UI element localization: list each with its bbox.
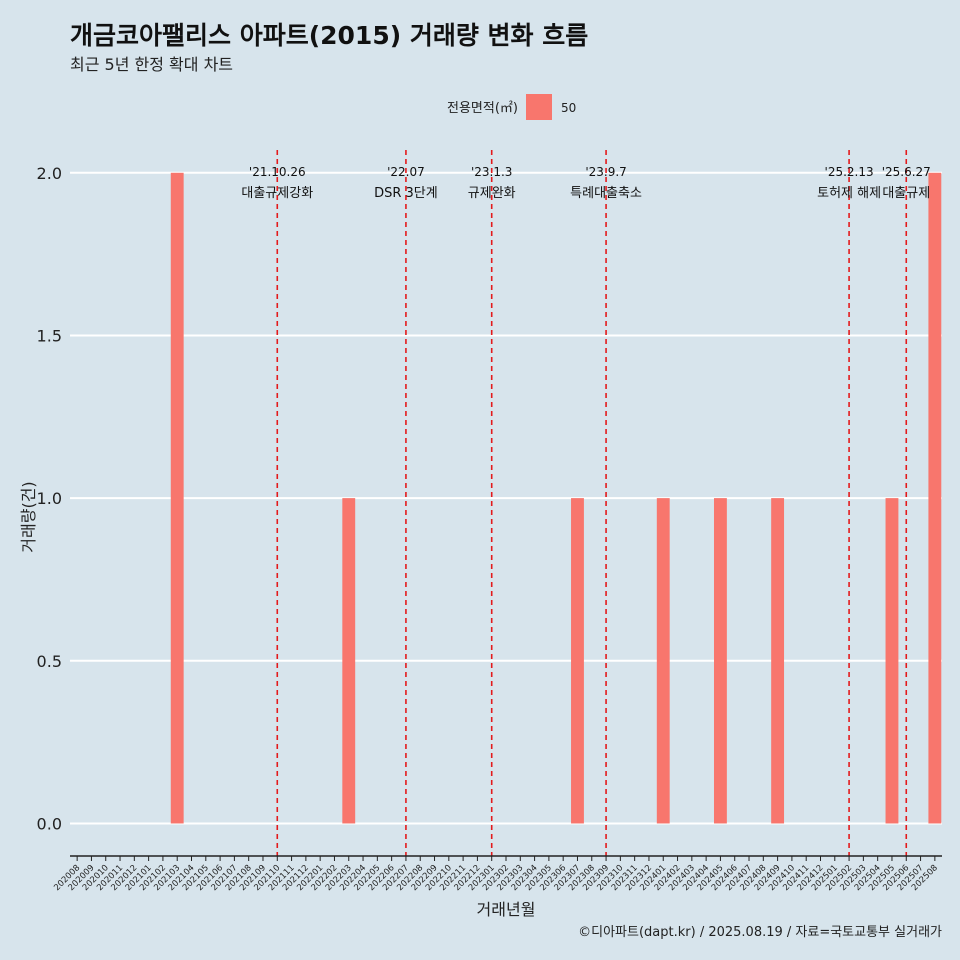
annotation-date: '25.2.13 (825, 165, 874, 179)
x-axis-label: 거래년월 (477, 900, 536, 919)
y-axis-label: 거래량(건) (19, 481, 38, 552)
bar (170, 172, 184, 824)
annotation-date: '22.07 (387, 165, 425, 179)
bar (571, 498, 584, 824)
x-axis: 2020082020092020102020112020122021012021… (52, 855, 942, 893)
y-tick-label: 0.5 (37, 652, 62, 671)
annotation-label: 토허제 해제 (817, 186, 881, 201)
chart-title: 개금코아팰리스 아파트(2015) 거래량 변화 흐름 (70, 21, 588, 50)
legend-swatch (526, 94, 552, 120)
y-tick-label: 1.5 (37, 326, 62, 345)
bar (342, 498, 356, 824)
y-tick-label: 0.0 (37, 814, 62, 833)
bar (713, 498, 727, 824)
annotation-label: DSR 3단계 (374, 186, 438, 201)
caption: ©디아파트(dapt.kr) / 2025.08.19 / 자료=국토교통부 실… (578, 925, 942, 940)
legend: 전용면적(㎡) 50 (447, 94, 576, 120)
event-annotations: '21.10.26 대출규제강화 '22.07 DSR 3단계 '23.1.3 규제완화 '… (241, 150, 931, 856)
bar (771, 498, 785, 824)
bar (928, 172, 942, 824)
annotation-date: '21.10.26 (249, 165, 306, 179)
annotation-date: '25.6.27 (882, 165, 931, 179)
legend-title: 전용면적(㎡) (447, 101, 518, 116)
y-tick-label: 2.0 (37, 164, 62, 183)
annotation-label: 규제완화 (468, 186, 516, 201)
bars (170, 172, 942, 824)
annotation-label: 대출규제 (882, 186, 930, 201)
y-tick-label: 1.0 (37, 489, 62, 508)
annotation-label: 특례대출축소 (570, 186, 642, 201)
annotation-date: '23.9.7 (585, 165, 626, 179)
chart-subtitle: 최근 5년 한정 확대 차트 (70, 55, 233, 74)
annotation-date: '23.1.3 (471, 165, 512, 179)
bar (885, 498, 899, 824)
bar (656, 498, 670, 824)
y-axis-ticks: 0.0 0.5 1.0 1.5 2.0 (37, 164, 62, 834)
grid-lines (70, 171, 942, 825)
annotation-label: 대출규제강화 (241, 186, 313, 201)
legend-label: 50 (561, 101, 576, 115)
